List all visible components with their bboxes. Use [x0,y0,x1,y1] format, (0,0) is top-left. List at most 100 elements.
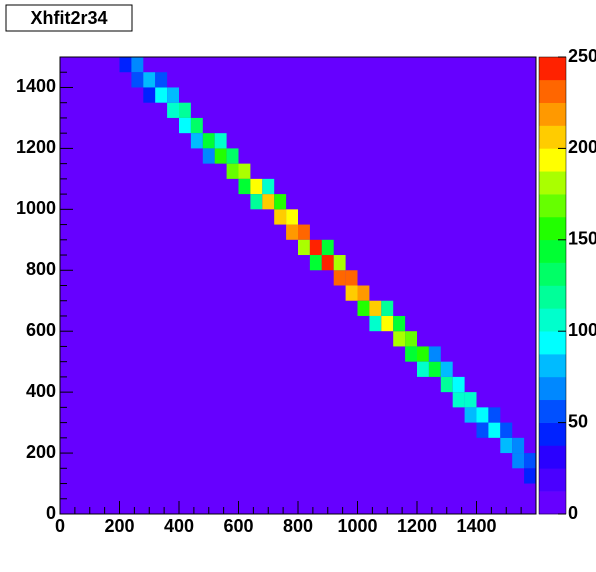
title-box [5,4,133,32]
heat-cell [155,72,168,88]
heat-cell [345,270,358,286]
heat-cell [119,57,132,73]
heat-cell [417,346,429,362]
y-tick-label: 800 [26,259,56,279]
heat-cell [321,255,334,271]
heat-cell [440,376,453,393]
x-tick-label: 1000 [337,516,377,536]
x-tick-label: 800 [283,516,313,536]
x-tick-label: 400 [164,516,194,536]
heat-cell [286,209,298,225]
heat-cell [500,422,513,438]
color-band [539,308,566,332]
z-tick-label: 100 [568,320,596,340]
y-tick-label: 1000 [16,198,56,218]
x-tick-label: 1200 [397,516,437,536]
heat-cell [131,72,144,88]
heat-cell [143,72,156,88]
color-band [539,102,566,126]
heat-cell [345,285,358,301]
heat-cell [226,148,239,164]
heat-cell [381,315,394,332]
color-band [539,239,566,263]
heat-cell [512,453,525,469]
heat-cell [524,468,536,484]
x-tick-label: 200 [104,516,134,536]
color-band [539,399,566,423]
heat-cell [167,102,179,118]
heat-cell [524,453,536,469]
heat-cell [190,117,203,134]
heat-cell [167,87,179,103]
heat-cell [405,331,417,347]
heat-cell [214,133,227,149]
heat-cell [417,361,429,377]
heat-cell [238,163,251,179]
heat-cell [202,148,215,164]
heat-cell [274,209,287,225]
y-tick-label: 0 [46,503,56,523]
heat-cell [393,331,406,347]
color-band [539,194,566,218]
color-band [539,216,566,241]
heat-cell [262,178,275,195]
heat-cell [512,437,525,454]
heat-cell [131,57,144,73]
color-band [539,491,566,515]
heat-cell [464,407,477,423]
heat-cell [476,422,489,438]
heat-cell [452,392,465,408]
heat-cell [202,133,215,149]
plot-background [60,57,536,514]
heat-cell [214,148,227,164]
heat-cell [369,315,382,332]
heat-cell [238,178,251,195]
x-tick-label: 600 [223,516,253,536]
color-band [539,262,566,286]
heat-cell [381,300,394,316]
y-tick-label: 1200 [16,137,56,157]
heat-cell [179,102,191,118]
heat-cell [357,285,370,301]
heat-cell [262,194,275,210]
color-band [539,171,566,195]
heat-cell [333,255,346,271]
color-band [539,57,566,81]
heat-cell [333,270,346,286]
heat-cell [309,239,322,256]
heat-cell [179,117,191,134]
heat-cell [274,194,287,210]
z-tick-label: 0 [568,503,578,523]
heat-cell [369,300,382,316]
z-tick-label: 250 [568,46,596,66]
z-tick-label: 200 [568,137,596,157]
heat-cell [286,224,298,240]
color-band [539,468,566,492]
heat-cell [143,87,156,103]
heat-cell [393,315,406,332]
color-band [539,376,566,401]
heat-cell [488,422,501,438]
y-tick-label: 1400 [16,76,56,96]
heat-cell [428,346,441,362]
y-tick-label: 600 [26,320,56,340]
color-band [539,331,566,355]
heat-cell [476,407,489,423]
heat-cell [452,376,465,393]
heat-cell [250,194,263,210]
color-band [539,445,566,469]
color-band [539,354,566,378]
heat-cell [500,437,513,454]
x-tick-label: 1400 [456,516,496,536]
heat-cell [440,361,453,377]
color-band [539,422,566,446]
heat-cell [309,255,322,271]
color-band [539,79,566,103]
heat-cell [250,178,263,195]
heat-cell [298,239,310,256]
y-tick-label: 200 [26,442,56,462]
heat-cell [428,361,441,377]
heat-cell [298,224,310,240]
heat-cell [357,300,370,316]
